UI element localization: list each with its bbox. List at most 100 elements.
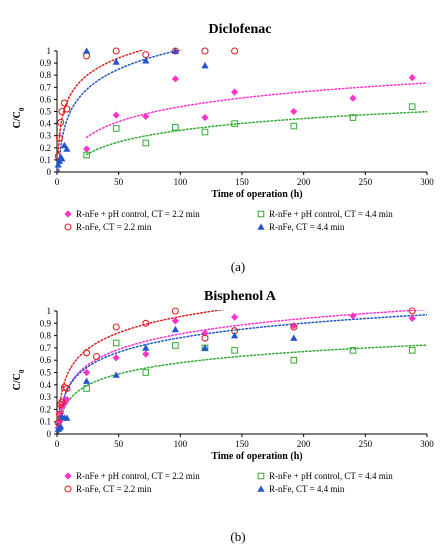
legend-label: R-nFe, CT = 4.4 min bbox=[269, 222, 345, 232]
y-tick-label: 0.4 bbox=[40, 380, 52, 390]
panel-label-a: (a) bbox=[231, 259, 245, 274]
data-point-series-1 bbox=[83, 145, 91, 153]
data-point-series-2 bbox=[172, 342, 179, 349]
data-point-series-1 bbox=[290, 322, 298, 330]
svg-text:C/C0: C/C0 bbox=[12, 369, 26, 390]
data-point-series-3 bbox=[63, 105, 71, 113]
data-point-series-1 bbox=[349, 312, 357, 320]
data-point-series-3 bbox=[231, 47, 239, 55]
trendline-series-2 bbox=[57, 344, 427, 434]
x-tick-label: 50 bbox=[114, 177, 124, 187]
data-point-series-3 bbox=[63, 384, 71, 393]
data-point-series-3 bbox=[290, 323, 298, 331]
data-point-series-1 bbox=[171, 75, 179, 83]
legend-marker bbox=[64, 472, 72, 480]
y-tick-label: 0.8 bbox=[40, 331, 52, 341]
data-point-series-3 bbox=[57, 118, 65, 126]
data-point-series-2 bbox=[83, 151, 90, 159]
data-point-series-3 bbox=[171, 307, 179, 315]
trendline-series-1 bbox=[57, 310, 427, 434]
data-point-series-4 bbox=[58, 155, 66, 162]
y-tick-label: 0.9 bbox=[40, 318, 52, 328]
data-point-series-4 bbox=[171, 325, 179, 333]
legend-marker bbox=[257, 223, 265, 230]
data-point-series-4 bbox=[57, 423, 65, 430]
data-point-series-1 bbox=[231, 88, 239, 96]
data-point-series-3 bbox=[60, 99, 68, 107]
data-point-series-4 bbox=[63, 414, 71, 421]
data-point-series-2 bbox=[142, 139, 150, 147]
x-tick-label: 50 bbox=[114, 439, 124, 449]
data-point-series-2 bbox=[172, 123, 179, 131]
data-point-series-4 bbox=[54, 161, 62, 168]
legend-marker bbox=[64, 223, 72, 231]
x-tick-label: 0 bbox=[55, 177, 60, 187]
data-point-series-1 bbox=[142, 112, 150, 120]
legend-marker bbox=[257, 472, 265, 480]
data-point-series-4 bbox=[171, 47, 179, 54]
x-axis-label-a: Time of operation (h) bbox=[211, 189, 302, 200]
data-point-series-2 bbox=[408, 103, 416, 110]
data-point-series-3 bbox=[142, 51, 150, 59]
legend-label: R-nFe, CT = 4.4 min bbox=[269, 484, 345, 494]
legend-label: R-nFe + pH control, CT = 4.4 min bbox=[269, 471, 393, 481]
legend-marker bbox=[257, 485, 265, 492]
y-tick-label: 0.7 bbox=[40, 343, 52, 353]
data-point-series-4 bbox=[290, 334, 298, 341]
y-tick-label: 0.8 bbox=[40, 70, 52, 80]
data-point-series-3 bbox=[112, 323, 120, 331]
y-tick-label: 1 bbox=[47, 306, 52, 316]
legend-item: R-nFe + pH control, CT = 2.2 min bbox=[64, 209, 200, 219]
y-axis-label-a: C/C0 bbox=[12, 107, 26, 128]
plot-area-a: 0 0.1 0.2 0.3 0.4 0.5 0.6 0.7 0.8 0.9 1 0 50 100 150 20… bbox=[40, 46, 435, 187]
y-tick-label: 0.1 bbox=[40, 155, 51, 165]
x-tick-label: 200 bbox=[297, 177, 311, 187]
legend-item: R-nFe + pH control, CT = 4.4 min bbox=[257, 209, 393, 219]
data-point-series-4 bbox=[201, 344, 209, 351]
legend-label: R-nFe, CT = 2.2 min bbox=[76, 484, 152, 494]
svg-text:C/C0: C/C0 bbox=[12, 107, 26, 128]
data-point-series-2 bbox=[290, 122, 298, 130]
data-point-series-1 bbox=[349, 94, 357, 102]
data-point-series-1 bbox=[408, 314, 416, 322]
data-point-series-2 bbox=[408, 347, 416, 354]
x-tick-label: 0 bbox=[55, 439, 60, 449]
data-point-series-4 bbox=[231, 332, 239, 339]
y-tick-label: 1 bbox=[47, 46, 52, 56]
data-point-series-3 bbox=[201, 47, 209, 55]
trendline-series-4 bbox=[57, 50, 184, 172]
legend-item: R-nFe + pH control, CT = 2.2 min bbox=[64, 471, 200, 481]
data-point-series-3 bbox=[408, 307, 416, 315]
data-point-series-1 bbox=[290, 107, 298, 116]
data-point-series-4 bbox=[112, 58, 120, 65]
data-point-series-2 bbox=[142, 369, 150, 376]
data-point-series-1 bbox=[142, 350, 150, 358]
x-tick-label: 150 bbox=[235, 177, 249, 187]
y-tick-label: 0.3 bbox=[40, 131, 52, 141]
trendline-series-4 bbox=[57, 313, 427, 434]
x-axis-label-b: Time of operation (h) bbox=[211, 451, 302, 462]
legend-item: R-nFe, CT = 2.2 min bbox=[64, 484, 152, 494]
y-tick-label: 0.6 bbox=[40, 94, 52, 104]
data-point-series-2 bbox=[112, 125, 120, 132]
x-tick-label: 100 bbox=[174, 177, 188, 187]
x-tick-label: 250 bbox=[359, 439, 373, 449]
data-point-series-3 bbox=[112, 47, 120, 55]
data-point-series-4 bbox=[60, 141, 68, 149]
y-tick-label: 0.2 bbox=[40, 404, 51, 414]
data-point-series-4 bbox=[142, 344, 150, 351]
data-point-series-3 bbox=[58, 398, 66, 406]
chart-title-a: Diclofenac bbox=[209, 22, 272, 37]
data-point-series-2 bbox=[112, 339, 120, 347]
data-point-series-1 bbox=[112, 111, 120, 119]
x-tick-label: 200 bbox=[297, 439, 311, 449]
legend-marker bbox=[64, 485, 72, 493]
data-point-series-2 bbox=[290, 356, 298, 364]
data-point-series-2 bbox=[349, 347, 357, 354]
data-point-series-4 bbox=[83, 47, 91, 54]
data-point-series-4 bbox=[63, 145, 71, 152]
y-axis-label-b: C/C0 bbox=[12, 369, 26, 390]
y-tick-label: 0.9 bbox=[40, 58, 52, 68]
y-tick-label: 0 bbox=[47, 429, 52, 439]
